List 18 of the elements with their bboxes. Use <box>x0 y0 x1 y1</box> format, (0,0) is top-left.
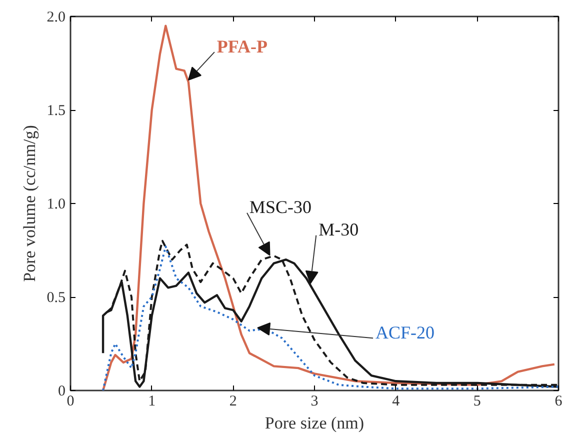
y-tick-label: 0.5 <box>46 290 66 306</box>
x-tick-label: 6 <box>554 394 563 410</box>
text: MSC-30 <box>249 197 312 218</box>
x-tick-label: 2 <box>229 394 237 410</box>
series-label: PFA-P <box>216 36 268 56</box>
y-tick-label: 1.5 <box>46 103 66 119</box>
x-axis-title: Pore size (nm) <box>264 414 364 432</box>
line-series <box>102 24 556 390</box>
y-tick-label: 1.0 <box>46 196 66 212</box>
y-tick-label: 0 <box>58 384 66 400</box>
text: ACF-20 <box>376 322 435 343</box>
series-label: M-30 <box>318 220 359 240</box>
x-tick-label: 5 <box>473 394 481 410</box>
x-tick-label: 4 <box>392 394 400 410</box>
y-axis-title: Pore volume (cc/nm/g) <box>20 125 39 282</box>
y-tick-label: 2.0 <box>46 10 66 26</box>
x-tick-label: 3 <box>310 394 318 410</box>
x-tick-label: 1 <box>148 394 156 410</box>
